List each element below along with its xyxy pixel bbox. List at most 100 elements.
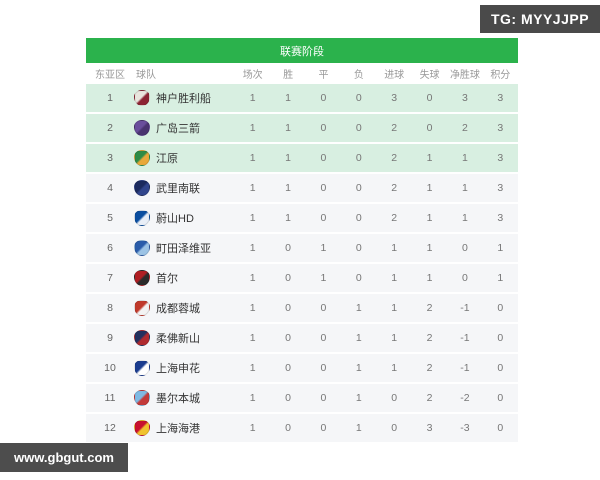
stat-ga: 0 — [426, 122, 433, 134]
stat-draw: 0 — [320, 152, 327, 164]
stat-gf: 1 — [391, 272, 398, 284]
stat-played: 1 — [249, 152, 256, 164]
stat-gd: 3 — [462, 92, 468, 104]
stat-played: 1 — [249, 332, 256, 344]
stat-win: 0 — [285, 242, 291, 254]
team-crest-icon — [134, 90, 150, 106]
telegram-badge: TG: MYYJJPP — [480, 5, 600, 33]
stat-ga: 3 — [426, 422, 433, 434]
stat-ga: 2 — [426, 392, 433, 404]
stat-gd: -1 — [460, 362, 470, 374]
table-row[interactable]: 1 神户胜利船 1 1 0 0 3 0 3 3 — [86, 84, 518, 112]
stat-pts: 0 — [497, 362, 504, 374]
stat-loss: 0 — [355, 122, 362, 134]
rank-cell: 8 — [107, 302, 113, 314]
stat-gd: -1 — [460, 332, 470, 344]
stat-ga: 1 — [426, 242, 433, 254]
stat-gf: 1 — [391, 302, 398, 314]
stat-pts: 0 — [497, 422, 504, 434]
stat-loss: 0 — [355, 212, 362, 224]
stat-pts: 3 — [497, 92, 504, 104]
stat-draw: 0 — [320, 422, 327, 434]
stat-ga: 1 — [426, 212, 433, 224]
stat-played: 1 — [249, 92, 256, 104]
team-cell: 蔚山HD — [134, 210, 235, 226]
stat-gf: 3 — [391, 92, 398, 104]
stat-pts: 1 — [497, 242, 504, 254]
stat-win: 1 — [285, 152, 291, 164]
column-header-7: 失球 — [419, 70, 440, 81]
table-row[interactable]: 11 墨尔本城 1 0 0 1 0 2 -2 0 — [86, 384, 518, 412]
stat-draw: 0 — [320, 362, 327, 374]
table-row[interactable]: 8 成都蓉城 1 0 0 1 1 2 -1 0 — [86, 294, 518, 322]
stat-pts: 0 — [497, 332, 504, 344]
rank-cell: 3 — [107, 152, 113, 164]
team-name: 武里南联 — [156, 183, 200, 195]
stat-loss: 1 — [355, 392, 362, 404]
table-row[interactable]: 4 武里南联 1 1 0 0 2 1 1 3 — [86, 174, 518, 202]
stat-loss: 0 — [355, 152, 362, 164]
stat-played: 1 — [249, 392, 256, 404]
stat-ga: 0 — [426, 92, 433, 104]
team-crest-icon — [134, 270, 150, 286]
rank-cell: 5 — [107, 212, 113, 224]
stat-pts: 3 — [497, 182, 504, 194]
stat-gd: -2 — [460, 392, 470, 404]
stat-played: 1 — [249, 242, 256, 254]
table-row[interactable]: 10 上海申花 1 0 0 1 1 2 -1 0 — [86, 354, 518, 382]
table-row[interactable]: 3 江原 1 1 0 0 2 1 1 3 — [86, 144, 518, 172]
team-name: 江原 — [156, 153, 178, 165]
stat-pts: 3 — [497, 122, 504, 134]
stat-win: 1 — [285, 182, 291, 194]
column-header-4: 平 — [318, 70, 329, 81]
stat-win: 1 — [285, 92, 291, 104]
table-row[interactable]: 6 町田泽维亚 1 0 1 0 1 1 0 1 — [86, 234, 518, 262]
stat-draw: 0 — [320, 182, 327, 194]
watermark-badge: www.gbgut.com — [0, 443, 128, 472]
column-header-0: 东亚区 — [95, 70, 125, 81]
table-row[interactable]: 2 广岛三箭 1 1 0 0 2 0 2 3 — [86, 114, 518, 142]
table-row[interactable]: 7 首尔 1 0 1 0 1 1 0 1 — [86, 264, 518, 292]
stat-gf: 0 — [391, 392, 398, 404]
column-header-1: 球队 — [136, 70, 156, 81]
team-cell: 町田泽维亚 — [134, 240, 235, 256]
team-name: 蔚山HD — [156, 213, 194, 225]
team-name: 首尔 — [156, 273, 178, 285]
stat-win: 0 — [285, 272, 291, 284]
column-header-6: 进球 — [384, 70, 405, 81]
column-header-2: 场次 — [242, 70, 263, 81]
stage-header-bar: 联赛阶段 — [86, 38, 518, 63]
stat-gd: 0 — [462, 272, 468, 284]
stat-win: 0 — [285, 392, 291, 404]
team-cell: 墨尔本城 — [134, 390, 235, 406]
table-row[interactable]: 5 蔚山HD 1 1 0 0 2 1 1 3 — [86, 204, 518, 232]
team-name: 柔佛新山 — [156, 333, 200, 345]
stat-loss: 1 — [355, 362, 362, 374]
stat-gf: 1 — [391, 332, 398, 344]
stat-gf: 2 — [391, 152, 398, 164]
team-crest-icon — [134, 120, 150, 136]
column-header-8: 净胜球 — [449, 70, 480, 81]
stat-win: 1 — [285, 122, 291, 134]
team-crest-icon — [134, 150, 150, 166]
stat-gd: 2 — [462, 122, 468, 134]
stat-draw: 0 — [320, 122, 327, 134]
stat-draw: 1 — [320, 242, 327, 254]
stat-pts: 3 — [497, 152, 504, 164]
table-row[interactable]: 9 柔佛新山 1 0 0 1 1 2 -1 0 — [86, 324, 518, 352]
stat-draw: 0 — [320, 302, 327, 314]
watermark-label: www.gbgut.com — [14, 450, 114, 465]
rank-cell: 9 — [107, 332, 113, 344]
team-crest-icon — [134, 420, 150, 436]
team-crest-icon — [134, 240, 150, 256]
table-body: 1 神户胜利船 1 1 0 0 3 0 3 3 2 广岛三箭 1 1 0 0 2 0 2 3 3 江原 1 1 0 0 2 1 1 3 4 武… — [86, 84, 518, 442]
team-name: 成都蓉城 — [156, 303, 200, 315]
table-row[interactable]: 12 上海海港 1 0 0 1 0 3 -3 0 — [86, 414, 518, 442]
stat-loss: 1 — [355, 422, 362, 434]
stat-loss: 0 — [355, 272, 362, 284]
stat-played: 1 — [249, 122, 256, 134]
stat-gd: 1 — [462, 152, 468, 164]
stat-gf: 2 — [391, 212, 398, 224]
team-cell: 江原 — [134, 150, 235, 166]
rank-cell: 7 — [107, 272, 113, 284]
